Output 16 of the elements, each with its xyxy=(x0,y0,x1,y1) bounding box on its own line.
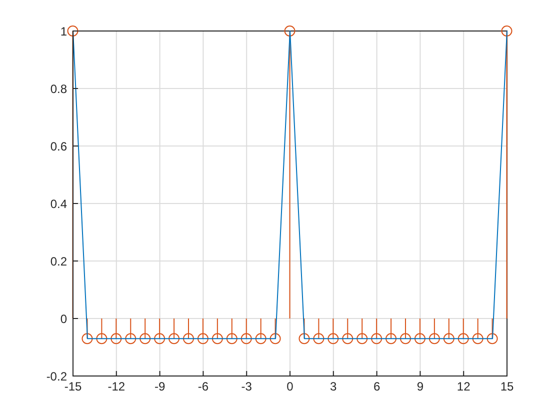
x-tick-label: 12 xyxy=(456,380,471,394)
x-tick-label: -3 xyxy=(241,380,252,394)
y-tick-label: 0.6 xyxy=(50,139,68,154)
y-tick-label: 0.8 xyxy=(50,82,68,96)
x-tick-label: -12 xyxy=(108,380,126,394)
x-tick-label: 3 xyxy=(330,380,338,394)
y-tick-label: 0.2 xyxy=(50,254,68,268)
x-tick-label: -6 xyxy=(198,380,209,394)
x-tick-label: 6 xyxy=(373,380,380,394)
x-tick-label: 0 xyxy=(286,380,294,394)
y-tick-label: 0 xyxy=(60,312,68,326)
x-tick-label: -9 xyxy=(154,380,166,394)
y-tick-label: 1 xyxy=(60,24,68,38)
x-tick-label: 9 xyxy=(416,380,424,394)
y-tick-label: 0.4 xyxy=(50,196,68,211)
x-tick-label: 15 xyxy=(500,380,514,394)
